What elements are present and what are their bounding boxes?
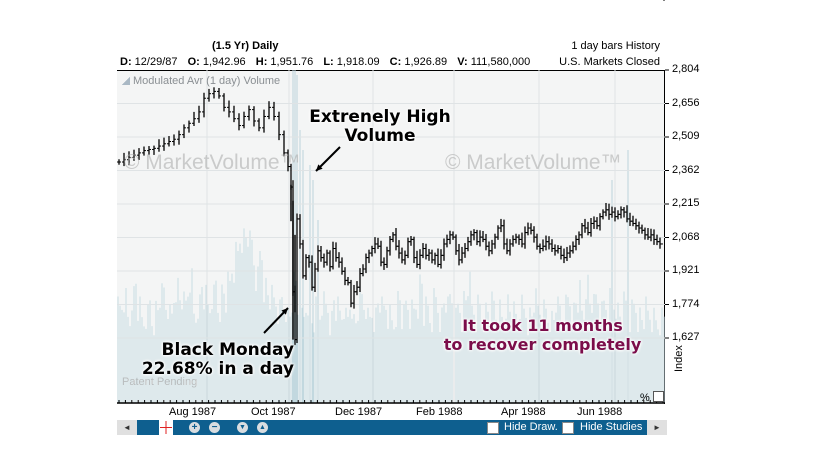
x-tick-label: Jun 1988 (577, 406, 623, 418)
x-tick-label: Feb 1988 (416, 406, 463, 418)
chart-toolbar: ◄ + − ▼ ▲ Hide Draw. Hide Studies ► (117, 420, 667, 435)
y-tick-label: 2,362 (672, 163, 700, 176)
x-tick-label: Oct 1987 (251, 406, 296, 418)
y-tick-label: 2,215 (672, 197, 700, 209)
annotation-high-volume: Extrenely High Volume (300, 108, 460, 146)
scroll-left-button[interactable]: ◄ (117, 420, 137, 435)
percent-checkbox[interactable] (653, 391, 664, 402)
stat-open-value: 1,942.96 (202, 56, 246, 68)
hide-draw-checkbox[interactable] (487, 422, 499, 434)
hide-studies-label[interactable]: Hide Studies (580, 421, 643, 433)
triangle-up-icon: ▲ (259, 424, 266, 431)
patent-watermark: Patent Pending (122, 376, 198, 388)
watermark-left: © MarketVolume™ (124, 151, 301, 174)
zoom-out-button[interactable]: − (209, 422, 220, 433)
stat-high-key: H: (255, 56, 268, 68)
stat-close-key: C: (389, 56, 402, 68)
crosshair-icon (160, 421, 172, 434)
scroll-right-button[interactable]: ► (647, 420, 667, 435)
stat-high-value: 1,951.76 (270, 56, 314, 68)
y-tick-label: 1,627 (672, 331, 700, 343)
area-chart-icon (122, 77, 130, 85)
percent-label: % (640, 392, 650, 404)
x-tick-label: Dec 1987 (335, 406, 383, 418)
hide-studies-checkbox[interactable] (562, 422, 574, 434)
annotation-line: Volume (344, 126, 416, 146)
chart-title: (1.5 Yr) Daily (212, 40, 279, 52)
stat-volume-value: 111,580,000 (470, 56, 531, 68)
stat-close-value: 1,926.89 (404, 56, 448, 68)
y-tick-label: 2,656 (672, 96, 700, 109)
y-tick-label: 2,509 (672, 130, 700, 142)
minus-icon: − (211, 422, 218, 433)
stat-open-key: O: (187, 56, 200, 68)
bars-setting-link[interactable]: 1 day bars History (571, 40, 660, 52)
stat-low-key: L: (323, 56, 334, 68)
plus-icon: + (191, 422, 198, 433)
scroll-down-button[interactable]: ▼ (237, 422, 248, 433)
hide-draw-label[interactable]: Hide Draw. (504, 421, 558, 433)
annotation-line: It took 11 months (462, 316, 623, 335)
y-tick-label: 2,068 (672, 230, 700, 243)
stat-date-key: D: (120, 56, 132, 68)
annotation-line: Extrenely High (309, 107, 451, 127)
crosshair-button[interactable] (159, 420, 173, 435)
annotation-line: to recover completely (443, 335, 642, 354)
zoom-in-button[interactable]: + (189, 422, 200, 433)
y-tick-label: 1,774 (672, 297, 700, 310)
volume-legend: Modulated Avr (1 day) Volume (122, 75, 280, 87)
annotation-line: Black Monday (161, 340, 294, 360)
arrow-right-icon: ► (653, 423, 661, 432)
annotation-recovery: It took 11 months to recover completely (420, 316, 665, 354)
watermark-right: © MarketVolume™ (445, 151, 622, 174)
x-tick-label: Aug 1987 (169, 406, 217, 418)
stat-date-value: 12/29/87 (134, 56, 178, 68)
arrow-left-icon: ◄ (123, 423, 131, 432)
ohlc-stats: D: 12/29/87 O: 1,942.96 H: 1,951.76 L: 1… (120, 56, 537, 68)
y-tick-label: 2,804 (672, 63, 700, 75)
triangle-down-icon: ▼ (239, 424, 246, 431)
legend-label: Modulated Avr (1 day) Volume (133, 75, 281, 87)
stat-volume-key: V: (457, 56, 468, 68)
scroll-up-button[interactable]: ▲ (257, 422, 268, 433)
y-tick-label: 1,921 (672, 264, 700, 276)
x-tick-label: Apr 1988 (501, 406, 546, 418)
annotation-black-monday: Black Monday 22.68% in a day (122, 341, 302, 379)
market-status: U.S. Markets Closed (559, 56, 660, 68)
y-axis-label: Index (673, 345, 685, 372)
stat-low-value: 1,918.09 (336, 56, 380, 68)
annotation-line: 22.68% in a day (141, 359, 294, 379)
